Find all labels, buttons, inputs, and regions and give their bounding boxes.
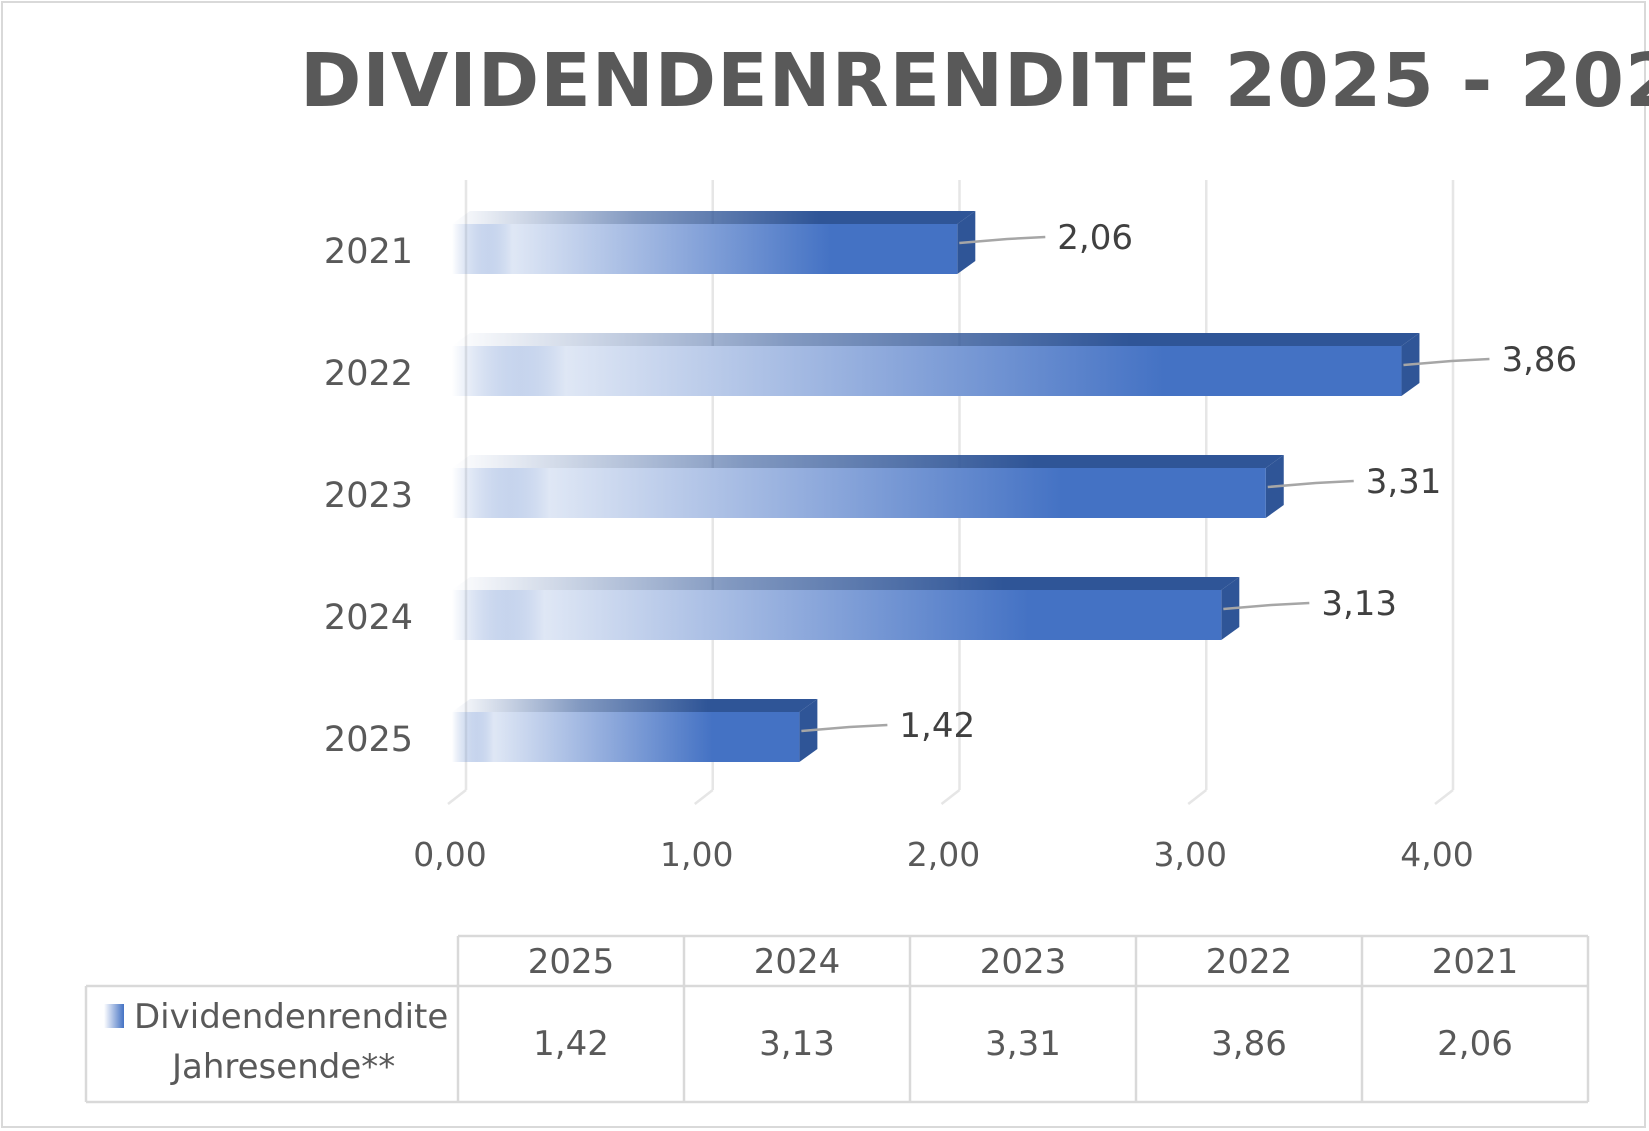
y-category-label: 2022 (324, 354, 413, 394)
bar (452, 346, 1402, 396)
y-category-label: 2023 (324, 476, 413, 516)
gridline-floor (693, 789, 714, 805)
table-header-cell: 2021 (1432, 942, 1519, 982)
table-header-cell: 2025 (528, 942, 615, 982)
table-row-label: Jahresende** (170, 1047, 395, 1087)
data-label: 2,06 (1057, 218, 1133, 258)
chart-title: DIVIDENDENRENDITE 2025 - 2021 (300, 38, 1649, 124)
gridline-floor (447, 789, 467, 805)
x-tick-label: 4,00 (1400, 835, 1473, 874)
y-category-label: 2021 (324, 232, 413, 272)
x-tick-label: 0,00 (413, 835, 486, 874)
data-label: 1,42 (899, 706, 975, 746)
data-label-leader (959, 235, 1046, 245)
bars (452, 211, 1420, 762)
table-header-cell: 2024 (754, 942, 841, 982)
data-label-leader (1223, 601, 1310, 611)
data-label: 3,86 (1501, 340, 1577, 380)
gridline-floor (1187, 789, 1208, 805)
x-tick-label: 1,00 (660, 835, 733, 874)
table-value-cell: 1,42 (533, 1024, 609, 1064)
data-label: 3,13 (1321, 584, 1397, 624)
x-tick-label: 2,00 (907, 835, 980, 874)
x-tick-label: 3,00 (1154, 835, 1227, 874)
data-label-leader (801, 723, 888, 733)
data-label-leader (1267, 479, 1354, 489)
table-row-label: Dividendenrendite (134, 997, 448, 1037)
table-header-cell: 2023 (980, 942, 1067, 982)
table-value-cell: 3,31 (985, 1024, 1061, 1064)
data-label: 3,31 (1366, 462, 1442, 502)
bar (452, 712, 800, 762)
bar-top-face (452, 333, 1420, 346)
y-category-label: 2025 (324, 720, 413, 760)
labels: 0,00 1,00 2,00 3,00 4,00 2025 1,42 2024 3,13 2023… (324, 218, 1577, 874)
bar-top-face (452, 699, 818, 712)
bar-top-face (452, 455, 1284, 468)
bar (452, 224, 958, 274)
legend-key (104, 1004, 124, 1028)
data-label-leader (1403, 357, 1490, 367)
table-value-cell: 3,86 (1211, 1024, 1287, 1064)
y-category-label: 2024 (324, 598, 413, 638)
data-table: 2025 2024 2023 2022 2021 1,42 3,13 3,31 3,86 2,06… (84, 934, 1590, 1104)
table-value-cell: 3,13 (759, 1024, 835, 1064)
bar-top-face (452, 577, 1240, 590)
bar (452, 468, 1266, 518)
gridline-floor (940, 789, 961, 805)
bar-top-face (452, 211, 976, 224)
gridline-floor (1434, 789, 1454, 805)
bar (452, 590, 1222, 640)
table-value-cell: 2,06 (1437, 1024, 1513, 1064)
table-header-cell: 2022 (1206, 942, 1293, 982)
